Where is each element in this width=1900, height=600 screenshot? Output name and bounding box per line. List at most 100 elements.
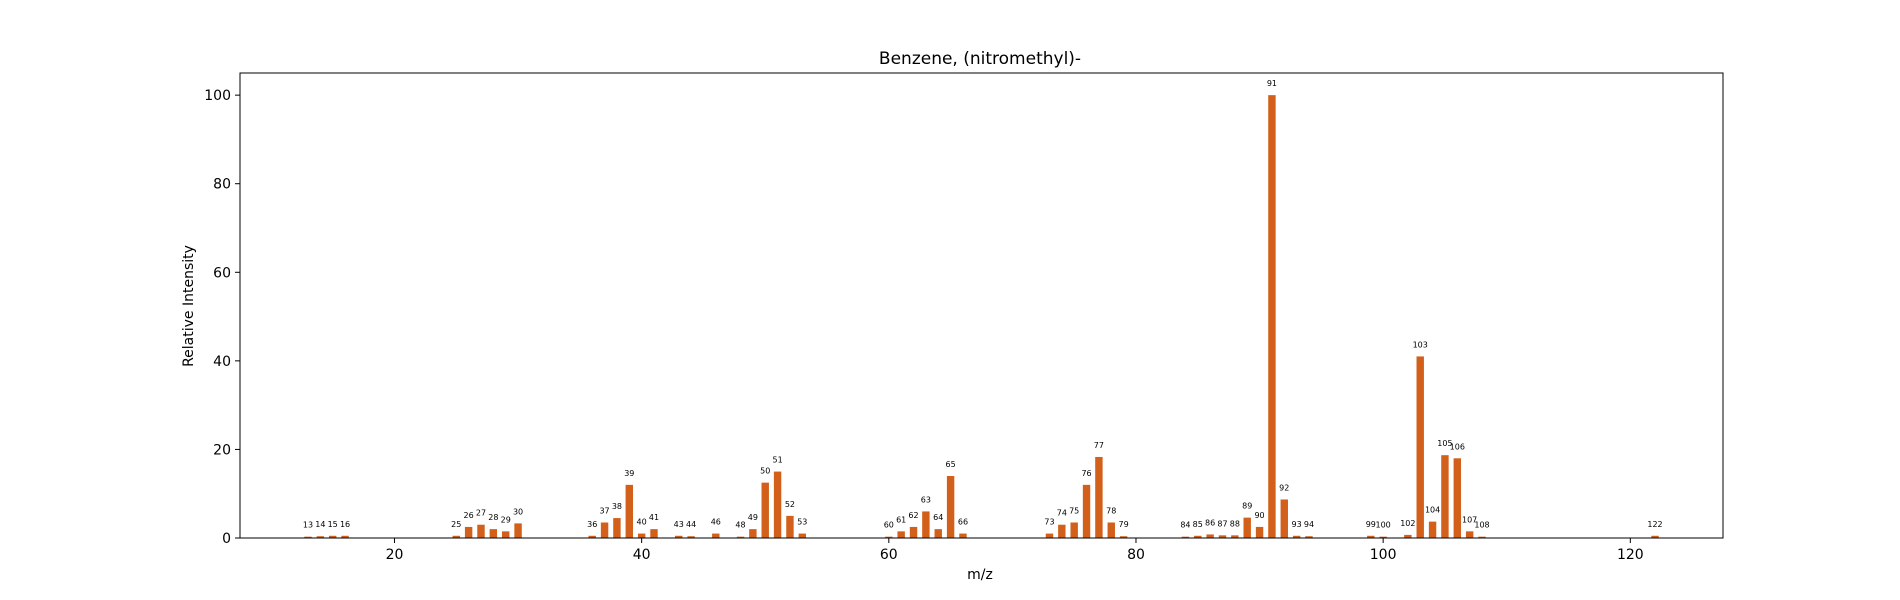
y-axis-label: Relative Intensity xyxy=(181,245,197,367)
bar xyxy=(588,535,596,538)
bar-label: 94 xyxy=(1304,520,1314,529)
bar-label: 104 xyxy=(1425,506,1440,515)
bar xyxy=(452,535,460,538)
bar xyxy=(1367,535,1375,538)
y-tick-label: 80 xyxy=(213,177,231,193)
bar-label: 106 xyxy=(1450,442,1465,451)
bar xyxy=(625,484,633,538)
bar xyxy=(885,536,893,538)
bar xyxy=(959,533,967,538)
bar-label: 16 xyxy=(340,520,350,529)
bar xyxy=(637,533,646,538)
bar-label: 64 xyxy=(933,513,943,522)
bar xyxy=(489,529,498,538)
chart-title: Benzene, (nitromethyl)- xyxy=(879,49,1081,69)
y-tick-label: 20 xyxy=(213,442,231,458)
x-tick-label: 100 xyxy=(1370,547,1397,563)
bar-label: 74 xyxy=(1057,509,1067,518)
bar xyxy=(922,511,930,538)
plot-frame xyxy=(239,72,1724,539)
bar xyxy=(1070,522,1078,538)
bar-label: 49 xyxy=(748,513,758,522)
bar-label: 66 xyxy=(958,518,968,527)
bar-label: 60 xyxy=(884,521,894,530)
x-tick-label: 20 xyxy=(386,547,404,563)
bar xyxy=(477,524,485,538)
bar-label: 48 xyxy=(735,521,745,530)
bar xyxy=(1255,526,1264,538)
bar xyxy=(761,482,769,538)
bar-label: 90 xyxy=(1254,511,1264,520)
bar xyxy=(1058,524,1066,538)
bar-label: 52 xyxy=(785,500,795,509)
bar xyxy=(1243,517,1251,538)
bar xyxy=(501,531,510,538)
x-axis-label: m/z xyxy=(967,567,993,583)
bar-label: 30 xyxy=(513,507,523,516)
bar-label: 40 xyxy=(637,518,647,527)
bar xyxy=(1416,356,1424,538)
bar xyxy=(1107,522,1115,538)
bar-label: 87 xyxy=(1217,519,1227,528)
bar xyxy=(1268,95,1276,539)
bar xyxy=(341,535,349,538)
bar-label: 43 xyxy=(674,520,684,529)
bar-label: 28 xyxy=(488,513,498,522)
bar-label: 84 xyxy=(1180,521,1190,530)
bar-label: 13 xyxy=(303,521,313,530)
x-tick-label: 120 xyxy=(1617,547,1644,563)
bar-label: 107 xyxy=(1462,515,1477,524)
bar xyxy=(798,533,807,538)
bar xyxy=(316,536,325,538)
bar-label: 103 xyxy=(1413,340,1428,349)
bar xyxy=(304,536,312,538)
bar-label: 86 xyxy=(1205,518,1215,527)
bar-label: 51 xyxy=(772,456,782,465)
bar xyxy=(514,523,522,538)
bar-label: 76 xyxy=(1081,469,1091,478)
y-tick-label: 40 xyxy=(213,354,231,370)
bar-label: 122 xyxy=(1647,520,1662,529)
bar xyxy=(909,526,918,538)
bar xyxy=(1478,536,1486,538)
bar xyxy=(1292,535,1301,538)
bar xyxy=(1441,455,1449,538)
bar-label: 105 xyxy=(1437,439,1452,448)
bar-label: 38 xyxy=(612,502,622,511)
bar-label: 46 xyxy=(711,518,721,527)
bar xyxy=(1181,536,1190,538)
bar xyxy=(1206,534,1214,538)
bar-label: 29 xyxy=(501,515,511,524)
bar xyxy=(786,515,794,538)
bar xyxy=(1465,531,1474,538)
bar-label: 77 xyxy=(1094,441,1104,450)
bar xyxy=(687,536,695,538)
bar xyxy=(600,522,609,538)
bar-label: 36 xyxy=(587,520,597,529)
bar xyxy=(712,533,720,538)
bar-label: 53 xyxy=(797,518,807,527)
bar-label: 27 xyxy=(476,509,486,518)
x-axis-ticks: 20 40 60 80 100 120 xyxy=(386,538,1644,563)
bar-label: 102 xyxy=(1400,519,1415,528)
bar-label: 44 xyxy=(686,520,696,529)
bar-label: 14 xyxy=(315,520,325,529)
y-tick-label: 60 xyxy=(213,265,231,281)
bar-label: 26 xyxy=(464,511,474,520)
y-tick-label: 100 xyxy=(204,88,231,104)
bar-label: 99 xyxy=(1366,520,1376,529)
bar-label: 89 xyxy=(1242,502,1252,511)
bar xyxy=(1651,535,1659,538)
bar-label: 100 xyxy=(1376,521,1391,530)
bar xyxy=(934,529,942,538)
bar-label: 50 xyxy=(760,467,770,476)
bar xyxy=(650,529,658,538)
bar xyxy=(1428,521,1437,538)
bar xyxy=(897,531,905,538)
bar-label: 91 xyxy=(1267,79,1277,88)
bar xyxy=(749,529,757,538)
bar-label: 41 xyxy=(649,513,659,522)
bars-group xyxy=(304,95,1659,539)
y-axis-ticks: 0 20 40 60 80 100 xyxy=(204,88,240,547)
